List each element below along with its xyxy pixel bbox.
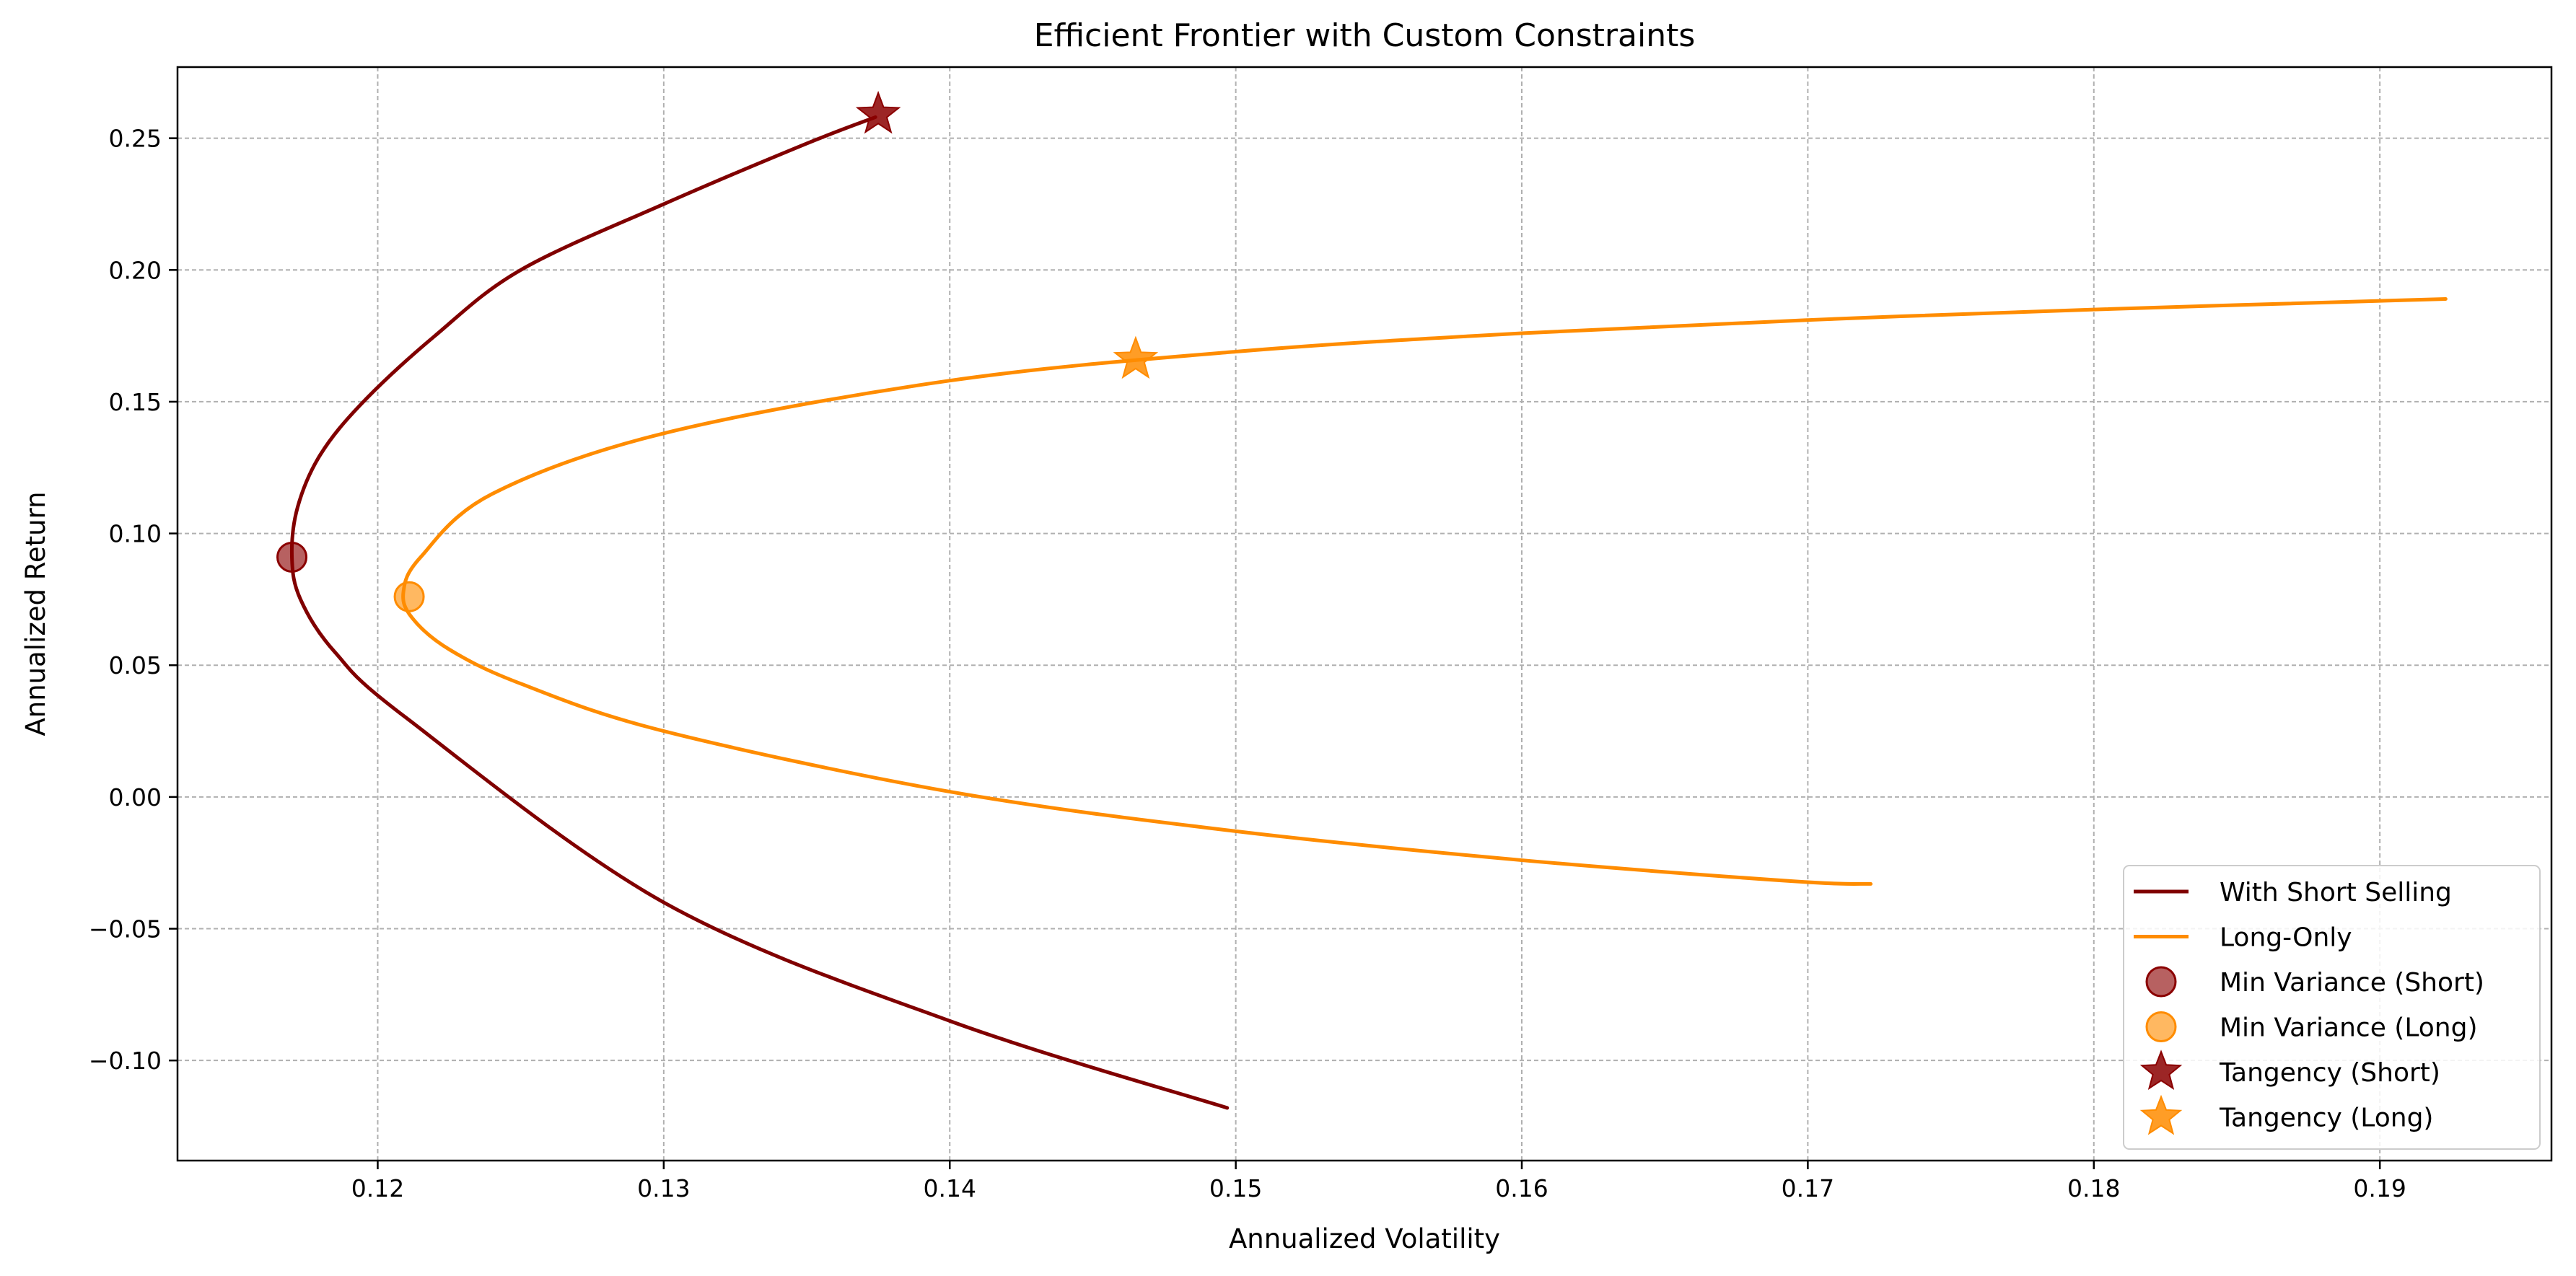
y-tick-label: 0.00 [109,783,162,811]
y-tick-label: 0.20 [109,256,162,284]
legend-label: Min Variance (Long) [2220,1013,2478,1043]
legend: With Short Selling Long-Only Min Variance … [2123,865,2541,1150]
grid-lines [178,67,2551,1161]
legend-swatch-circle [2145,1011,2177,1042]
x-axis-label: Annualized Volatility [1229,1223,1500,1254]
legend-label: Long-Only [2220,923,2352,953]
legend-item-min-variance-short: Min Variance (Short) [2145,966,2484,998]
legend-item-with-short-selling: With Short Selling [2134,878,2452,907]
y-tick-label: −0.05 [89,915,162,943]
legend-item-tangency-long: Tangency (Long) [2139,1094,2433,1135]
marker-min-variance-short [276,541,308,573]
legend-label: With Short Selling [2220,878,2452,907]
x-tick-label: 0.14 [923,1174,976,1202]
marker-min-variance-long [393,581,425,612]
marker-tangency-long [1113,335,1159,379]
marker-tangency-short [855,90,901,134]
legend-swatch-circle [2145,966,2177,998]
y-axis: −0.10 −0.05 0.00 0.05 0.10 0.15 0.20 0.25 [89,125,178,1075]
x-axis: 0.12 0.13 0.14 0.15 0.16 0.17 0.18 0.19 [351,1161,2406,1202]
legend-label: Tangency (Short) [2219,1058,2440,1088]
legend-label: Min Variance (Short) [2220,968,2484,998]
series-layer [276,90,2448,1110]
plot-area-frame [176,66,2553,1162]
x-tick-label: 0.15 [1209,1174,1262,1202]
legend-label: Tangency (Long) [2219,1104,2433,1133]
x-tick-label: 0.16 [1495,1174,1548,1202]
y-axis-label: Annualized Return [20,491,51,736]
y-tick-label: 0.05 [109,651,162,679]
y-tick-label: 0.10 [109,520,162,548]
x-tick-label: 0.18 [2067,1174,2120,1202]
legend-swatch-star [2139,1094,2183,1135]
y-tick-label: −0.10 [89,1047,162,1075]
series-line-long-only [401,296,2448,886]
legend-item-long-only: Long-Only [2134,923,2352,953]
x-tick-label: 0.12 [351,1174,404,1202]
x-tick-label: 0.19 [2353,1174,2406,1202]
legend-item-min-variance-long: Min Variance (Long) [2145,1011,2478,1043]
x-tick-label: 0.17 [1782,1174,1834,1202]
y-tick-label: 0.25 [109,125,162,153]
legend-frame [2123,865,2541,1150]
chart-title: Efficient Frontier with Custom Constrain… [1034,17,1696,54]
x-tick-label: 0.13 [637,1174,690,1202]
legend-swatch-star [2139,1050,2183,1090]
legend-item-tangency-short: Tangency (Short) [2139,1050,2440,1090]
y-tick-label: 0.15 [109,388,162,416]
